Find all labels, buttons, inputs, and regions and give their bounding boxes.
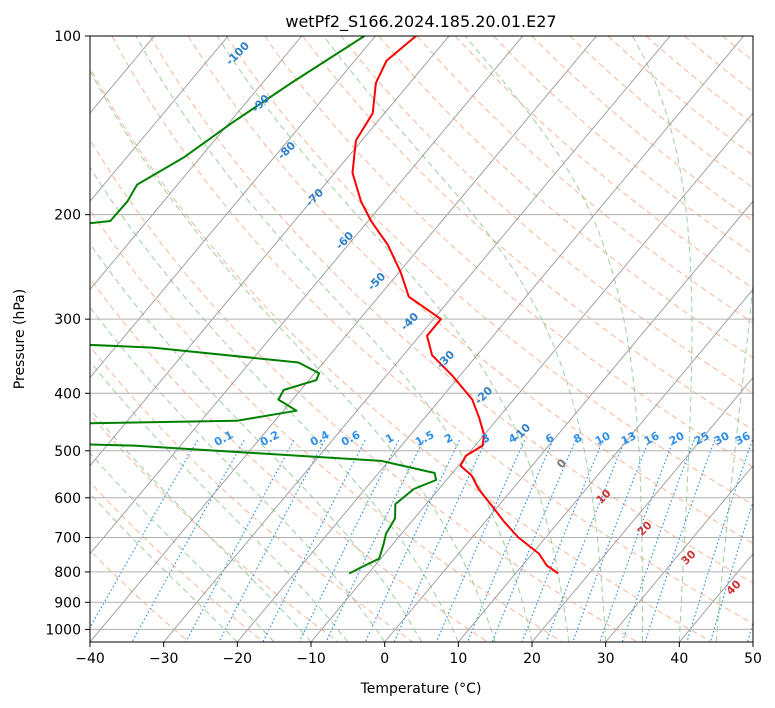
y-tick-label: 700	[54, 531, 81, 547]
y-tick-label: 200	[54, 208, 81, 224]
isotherm-line	[163, 36, 671, 642]
mixing-ratio-line	[521, 440, 604, 642]
mixing-ratio-line	[131, 440, 245, 642]
x-tick-label: 0	[380, 651, 389, 667]
mixing-ratio-line	[262, 440, 366, 642]
chart-title: wetPf2_S166.2024.185.20.01.E27	[285, 12, 556, 32]
dry-adiabat-line	[187, 36, 753, 545]
mixing-ratio-label: 25	[692, 429, 712, 448]
moist-adiabat-line	[464, 36, 643, 642]
y-tick-label: 600	[54, 491, 81, 507]
plot-area: -100-90-80-70-60-50-40-30-20-10010203040…	[90, 36, 753, 642]
isotherm-line	[384, 200, 753, 642]
mixing-ratio-lines	[90, 440, 753, 642]
y-tick-label: 800	[54, 565, 81, 581]
moist-adiabat-line	[90, 306, 386, 642]
moist-adiabats	[90, 36, 753, 642]
x-tick-label: 40	[670, 651, 688, 667]
dewpoint-profile	[90, 36, 438, 575]
x-axis-label: Temperature (°C)	[360, 681, 482, 697]
isotherm-line	[310, 112, 753, 642]
moist-adiabat-line	[715, 279, 753, 642]
dry-adiabat-line	[302, 36, 753, 431]
profiles	[90, 36, 559, 575]
isotherm-line	[90, 36, 450, 467]
temperature-profile	[351, 36, 559, 575]
dry-adiabat-line	[149, 36, 753, 584]
dry-adiabat-line	[90, 66, 712, 642]
isotherm-line	[90, 36, 303, 291]
x-tick-label: −30	[149, 651, 179, 667]
dry-adiabat-line	[416, 36, 753, 324]
moist-adiabat-line	[216, 36, 570, 642]
moist-adiabat-line	[90, 242, 422, 642]
dry-adiabat-line	[531, 36, 753, 222]
mixing-ratio-line	[298, 440, 400, 642]
y-tick-label: 400	[54, 386, 81, 402]
dry-adiabat-line	[454, 36, 753, 289]
mixing-ratio-label: 30	[712, 429, 732, 448]
y-axis-label: Pressure (hPa)	[12, 289, 28, 389]
x-tick-label: 20	[523, 651, 541, 667]
dry-adiabat-line	[569, 36, 753, 189]
isotherm-line	[90, 36, 229, 202]
moist-adiabat-line	[632, 36, 693, 642]
mixing-ratio-label: 13	[619, 429, 639, 448]
y-tick-label: 500	[54, 444, 81, 460]
moist-adiabat-line	[90, 360, 349, 642]
mixing-ratio-line	[491, 440, 577, 642]
x-tick-label: −40	[75, 651, 105, 667]
mixing-ratio-line	[466, 440, 554, 642]
plot-frame	[89, 35, 754, 643]
mixing-ratio-line	[545, 440, 626, 642]
mixing-ratio-label: 16	[642, 429, 662, 448]
dry-adiabat-line	[90, 208, 563, 642]
moist-adiabat-line	[135, 36, 533, 642]
mixing-ratio-line	[709, 500, 753, 642]
moist-adiabat-line	[323, 36, 607, 642]
x-tick-label: −20	[223, 651, 253, 667]
y-tick-label: 300	[54, 312, 81, 328]
x-tick-label: 10	[449, 651, 467, 667]
y-tick-label: 900	[54, 595, 81, 611]
mixing-ratio-line	[686, 440, 753, 642]
dry-adiabat-line	[90, 413, 339, 642]
mixing-ratio-line	[90, 440, 198, 629]
x-tick-label: 30	[597, 651, 615, 667]
mixing-ratio-line	[325, 440, 424, 642]
y-tick-label: 1000	[45, 622, 81, 638]
mixing-ratio-label: 10	[593, 429, 613, 448]
dry-adiabat-line	[340, 36, 753, 394]
isotherm-line	[236, 36, 745, 642]
dry-adiabats	[90, 36, 753, 642]
dry-adiabat-line	[111, 36, 753, 625]
dry-adiabat-line	[378, 36, 753, 359]
mixing-ratio-label: 20	[667, 429, 687, 448]
x-axis-ticks: −40 −30 −20 −10 0 10 20 30 40 50	[75, 642, 762, 667]
isotherms	[90, 36, 753, 642]
isotherm-line	[90, 36, 597, 642]
y-tick-label: 100	[54, 29, 81, 45]
isobars	[90, 36, 753, 630]
dry-adiabat-line	[90, 138, 638, 642]
isotherm-line	[605, 464, 753, 642]
mixing-ratio-line	[435, 440, 526, 642]
isotherm-line	[531, 376, 753, 642]
x-tick-label: 50	[744, 651, 762, 667]
isotherm-line	[90, 36, 524, 555]
y-axis-ticks: 100 200 300 400 500 600 700 800 900 1000	[45, 29, 90, 638]
x-tick-label: −10	[296, 651, 326, 667]
isotherm-line	[90, 36, 376, 379]
mixing-ratio-label: 36	[733, 429, 753, 448]
mixing-ratio-line	[364, 440, 460, 642]
mixing-ratio-line	[572, 440, 650, 642]
isotherm-line	[457, 288, 753, 642]
